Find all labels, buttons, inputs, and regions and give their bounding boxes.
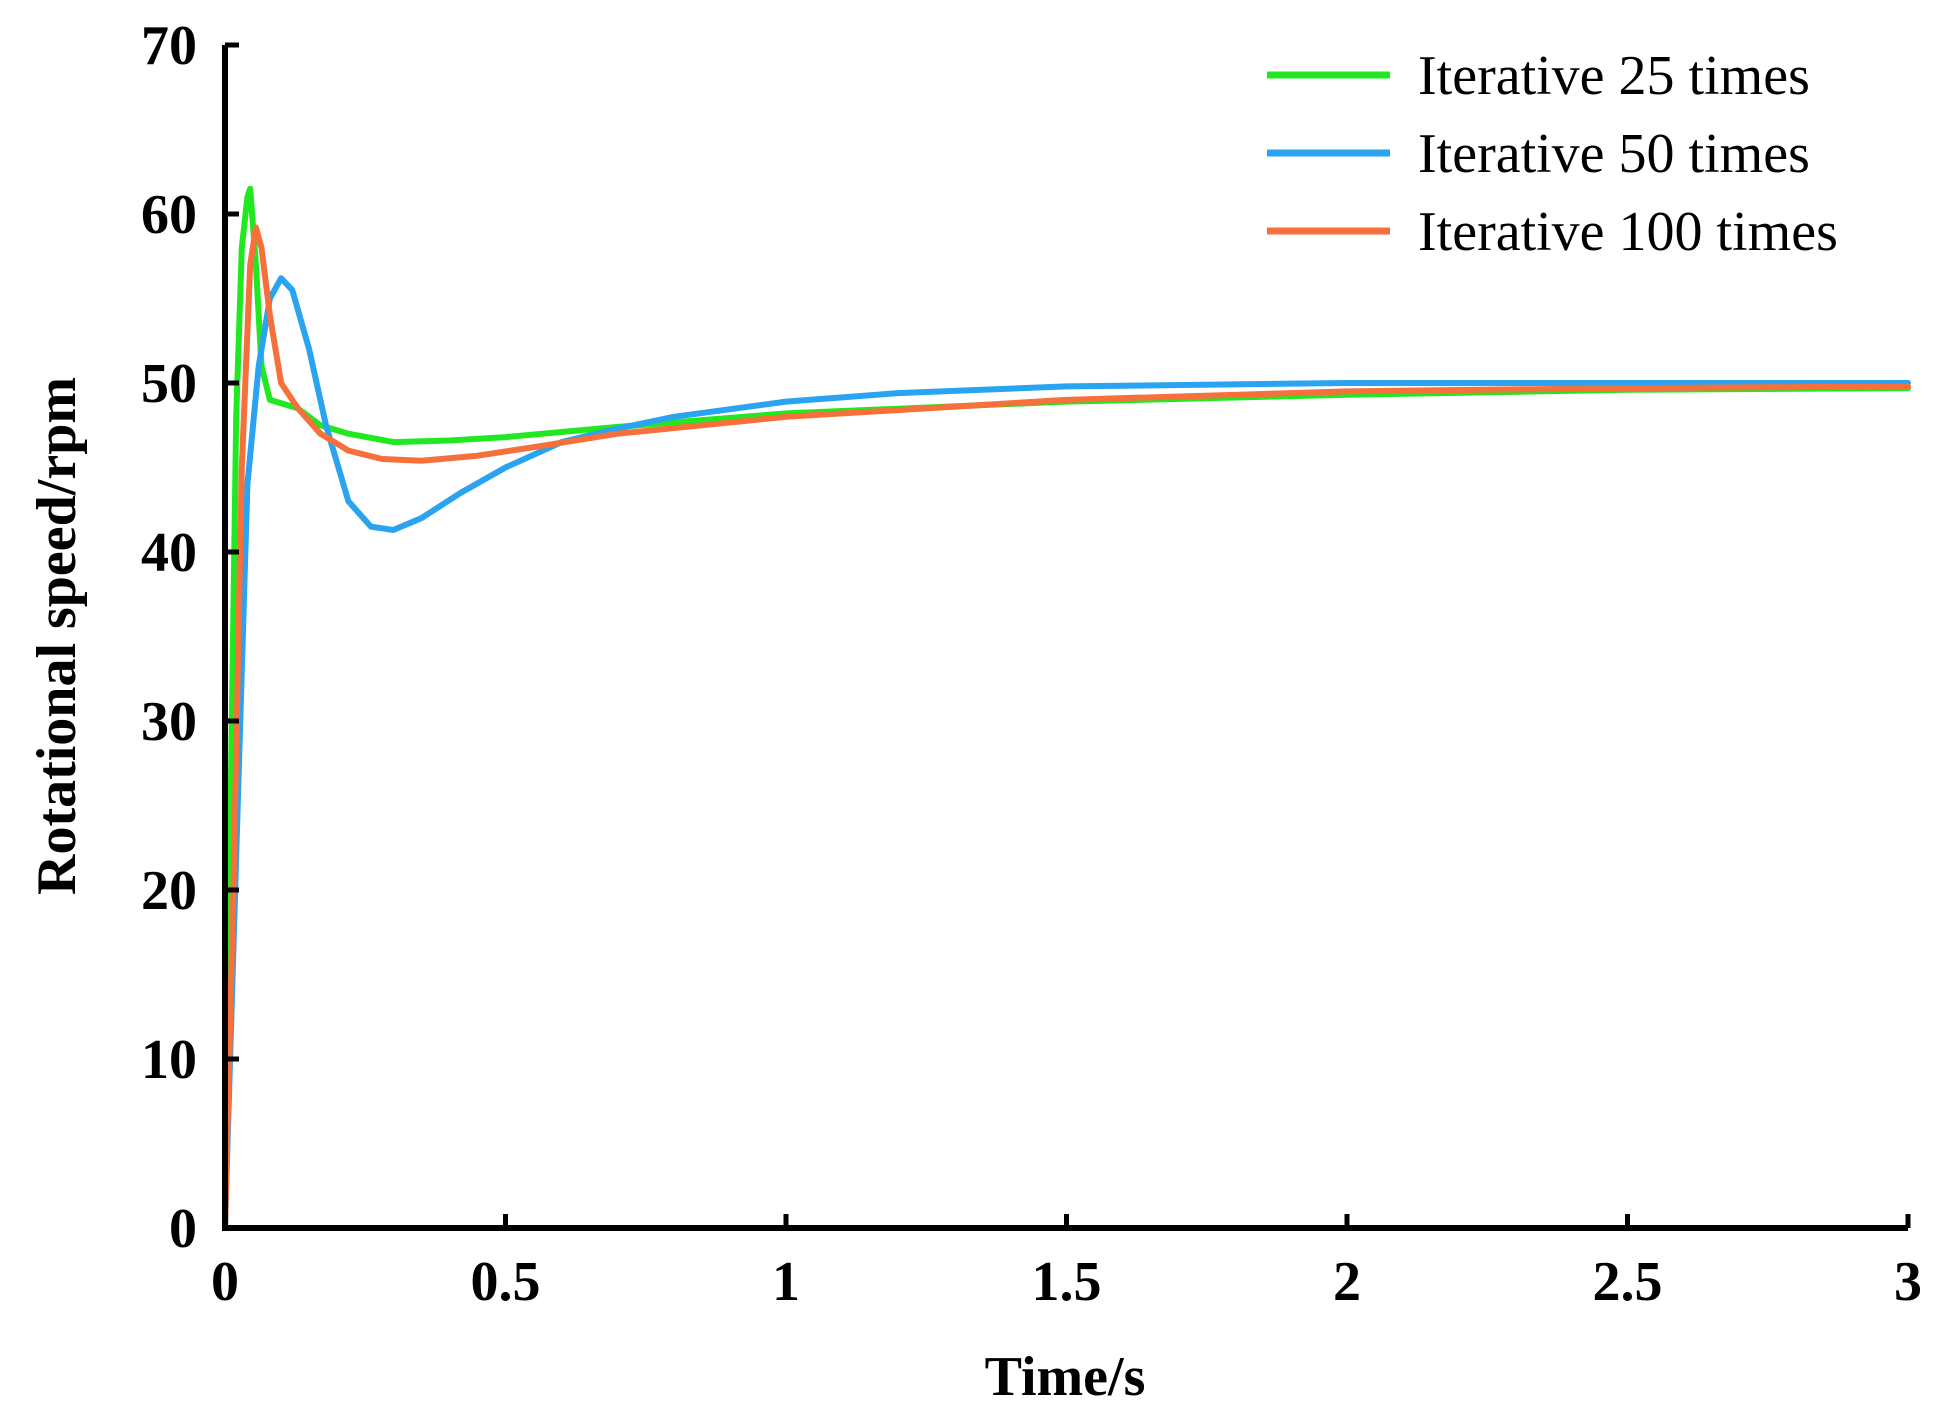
x-axis-title: Time/s [985,1346,1146,1408]
series-line-1 [222,185,1911,1231]
x-tick-label: 2.5 [1593,1251,1663,1313]
y-tick-label: 50 [141,353,197,415]
x-tick-label: 0 [211,1251,239,1313]
y-tick-label: 30 [141,691,197,753]
legend-label-1: Iterative 25 times [1418,45,1810,107]
y-tick-label: 60 [141,184,197,246]
series-line-3 [222,224,1911,1231]
legend-label-3: Iterative 100 times [1418,201,1838,263]
ticks: 0 10 20 30 40 50 60 70 0 0.5 1 1.5 2 2.5 3 [141,15,1922,1313]
y-tick-label: 10 [141,1029,197,1091]
x-tick-label: 0.5 [471,1251,541,1313]
y-tick-label: 70 [141,15,197,77]
x-tick-label: 3 [1894,1251,1922,1313]
y-tick-label: 0 [169,1198,197,1260]
x-tick-label: 2 [1333,1251,1361,1313]
y-tick-label: 20 [141,860,197,922]
x-tick-label: 1.5 [1032,1251,1102,1313]
legend-label-2: Iterative 50 times [1418,123,1810,185]
legend: Iterative 25 times Iterative 50 times Iter… [1267,45,1838,263]
series-layer [222,185,1911,1231]
series-line-2 [222,275,1911,1231]
y-tick-label: 40 [141,522,197,584]
x-tick-label: 1 [772,1251,800,1313]
y-axis-title: Rotational speed/rpm [26,377,88,895]
